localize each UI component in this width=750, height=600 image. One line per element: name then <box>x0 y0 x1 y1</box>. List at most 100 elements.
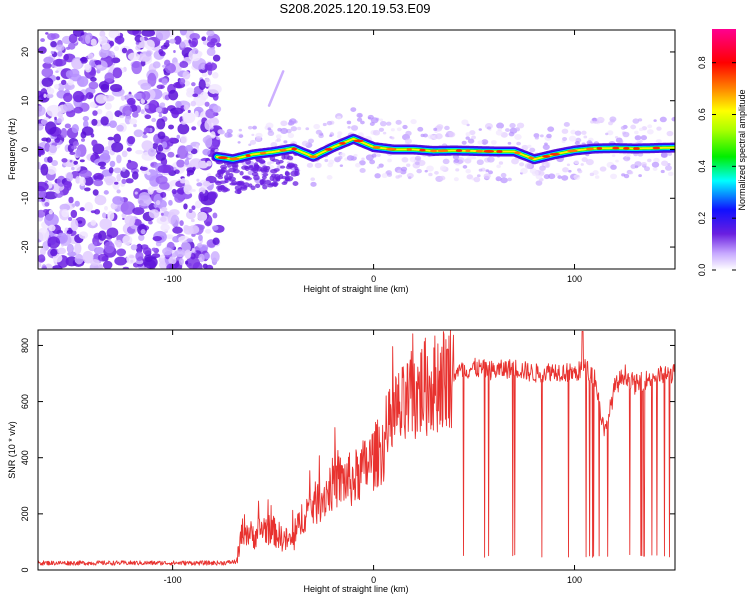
noise-blob <box>157 131 166 140</box>
noise-blob <box>165 234 174 240</box>
noise-blob <box>71 145 77 150</box>
noise-blob <box>212 105 222 113</box>
noise-blob <box>133 123 137 128</box>
noise-blob <box>171 188 177 195</box>
noise-blob <box>106 227 119 238</box>
ridge-scatter <box>353 153 358 158</box>
spectrogram-y-tick-label: -20 <box>20 241 30 254</box>
noise-blob <box>93 176 99 180</box>
ridge-scatter <box>524 162 533 170</box>
ridge-scatter <box>232 169 240 174</box>
noise-blob <box>191 233 196 237</box>
noise-blob <box>51 265 63 269</box>
ridge-scatter <box>414 155 422 161</box>
signal-hotspot <box>652 146 661 150</box>
noise-blob <box>212 54 221 62</box>
noise-blob <box>157 144 164 152</box>
ridge-scatter <box>477 140 483 145</box>
noise-blob <box>43 93 47 98</box>
ridge-scatter <box>326 175 333 180</box>
noise-blob <box>194 200 202 209</box>
ridge-scatter <box>420 133 425 138</box>
noise-blob <box>90 219 97 226</box>
noise-blob <box>48 145 58 154</box>
noise-blob <box>53 83 60 90</box>
ridge-scatter <box>244 166 250 172</box>
noise-blob <box>65 109 76 118</box>
ridge-scatter <box>218 180 227 184</box>
noise-blob <box>202 180 211 187</box>
noise-blob <box>183 104 190 111</box>
noise-blob <box>44 121 57 135</box>
ridge-scatter <box>498 161 504 165</box>
signal-hotspot <box>528 156 535 160</box>
noise-blob <box>135 243 143 254</box>
noise-blob <box>113 46 120 51</box>
noise-blob <box>190 252 196 260</box>
noise-blob <box>96 64 103 69</box>
ridge-scatter <box>545 164 550 168</box>
noise-blob <box>204 119 212 131</box>
noise-blob <box>144 114 152 120</box>
noise-blob <box>79 207 85 212</box>
ridge-scatter <box>239 186 248 191</box>
noise-blob <box>56 118 62 124</box>
noise-blob <box>179 41 186 48</box>
ridge-scatter <box>488 170 494 175</box>
ridge-scatter <box>610 173 618 180</box>
noise-blob <box>168 199 173 206</box>
ridge-scatter <box>546 133 552 139</box>
noise-blob <box>112 196 125 205</box>
signal-hotspot <box>406 148 412 151</box>
ridge-scatter <box>280 165 286 169</box>
ridge-scatter <box>542 144 550 150</box>
ridge-scatter <box>639 127 644 132</box>
noise-blob <box>127 30 140 35</box>
noise-blob <box>152 61 161 69</box>
signal-hotspot <box>419 148 426 152</box>
noise-blob <box>201 72 208 77</box>
snr-x-axis-label: Height of straight line (km) <box>303 584 408 594</box>
noise-blob <box>185 210 197 220</box>
noise-blob <box>111 57 121 64</box>
ridge-scatter <box>280 127 288 135</box>
ridge-scatter <box>667 152 673 156</box>
noise-blob <box>183 183 193 195</box>
noise-blob <box>71 203 75 207</box>
ridge-scatter <box>237 141 241 144</box>
noise-blob <box>83 120 89 129</box>
noise-blob <box>110 83 123 93</box>
noise-blob <box>116 173 122 182</box>
ridge-scatter <box>224 132 232 138</box>
noise-blob <box>102 260 113 269</box>
ridge-scatter <box>660 169 665 174</box>
noise-blob <box>130 244 138 251</box>
noise-blob <box>167 151 175 158</box>
page-title: S208.2025.120.19.53.E09 <box>279 1 431 16</box>
ridge-scatter <box>563 121 570 127</box>
noise-blob <box>76 76 89 87</box>
noise-blob <box>125 178 134 184</box>
ridge-scatter <box>313 123 321 130</box>
noise-blob <box>179 220 184 227</box>
ridge-scatter <box>608 121 614 126</box>
noise-blob <box>84 201 93 212</box>
noise-blob <box>40 118 48 126</box>
ridge-scatter <box>238 134 244 138</box>
noise-blob <box>114 110 123 118</box>
noise-blob <box>204 101 210 107</box>
ridge-scatter <box>310 181 317 187</box>
noise-blob <box>95 59 102 66</box>
noise-blob <box>141 30 156 37</box>
noise-blob <box>108 167 114 174</box>
ridge-scatter <box>562 167 569 173</box>
noise-blob <box>187 109 191 114</box>
noise-blob <box>186 172 191 177</box>
noise-blob <box>190 100 197 107</box>
noise-blob <box>127 135 136 145</box>
noise-blob <box>83 176 94 186</box>
noise-blob <box>82 250 94 264</box>
ridge-scatter <box>395 119 402 125</box>
noise-blob <box>43 191 58 200</box>
colorbar-label: Normalized spectral amplitude <box>737 89 747 210</box>
